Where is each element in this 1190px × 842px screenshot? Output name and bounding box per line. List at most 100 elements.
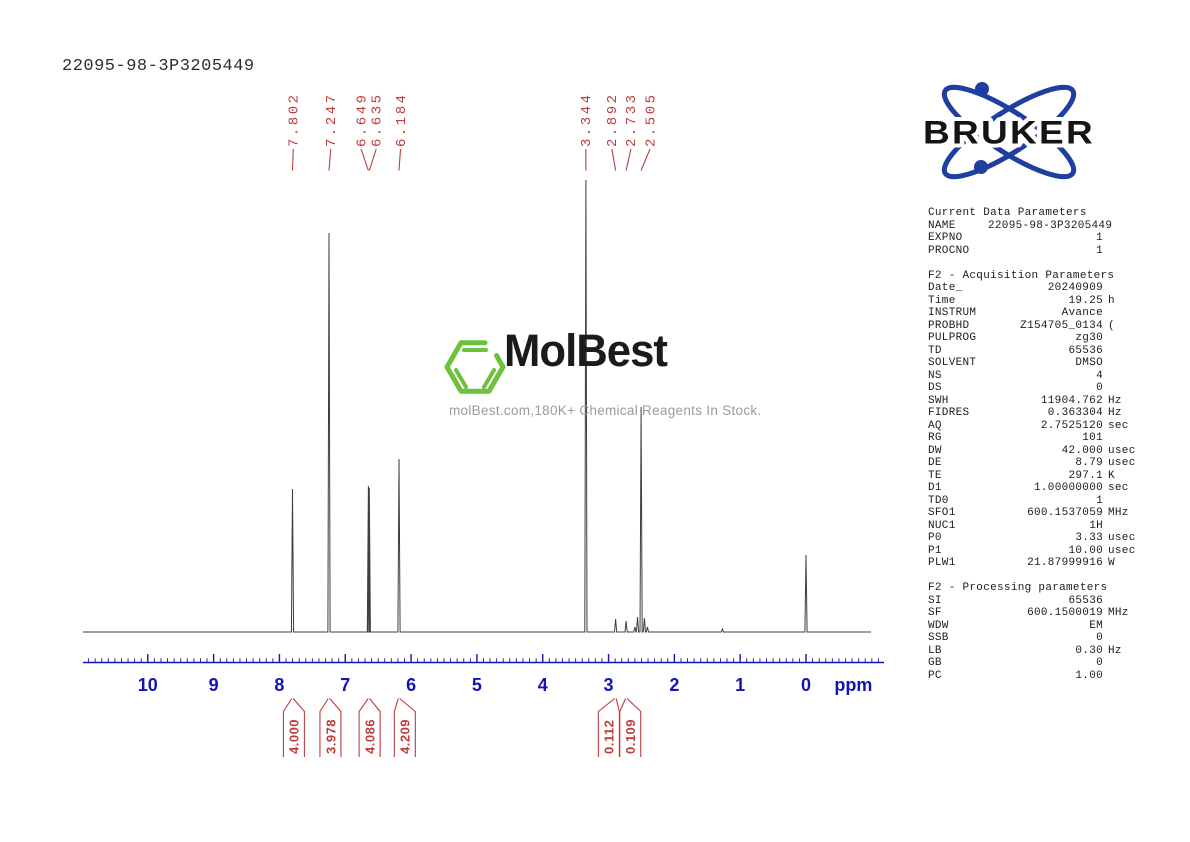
param-unit: W (1108, 557, 1115, 569)
peak-shift-label: 7.247 (324, 92, 340, 147)
param-value: 1.00000000 (1033, 482, 1103, 494)
param-row: DW 42.000 usec (928, 445, 1152, 458)
peak-shift-label: 3.344 (579, 92, 595, 147)
param-row: SWH 11904.762 Hz (928, 395, 1152, 408)
param-section-header: Current Data Parameters (928, 207, 1087, 219)
param-row: DS 0 (928, 382, 1152, 395)
param-unit: K (1108, 469, 1115, 482)
param-unit: MHz (1108, 507, 1129, 519)
param-unit: MHz (1108, 607, 1129, 619)
param-row: Time 19.25 h (928, 295, 1152, 308)
param-value: 0.30 (1075, 644, 1103, 657)
integral-bracket (393, 698, 416, 757)
param-label: INSTRUM (928, 307, 977, 319)
integral-value: 4.000 (287, 719, 302, 754)
peak-shift-label: 2.733 (624, 92, 640, 147)
param-unit: Hz (1108, 394, 1122, 407)
param-value: 65536 (1068, 594, 1103, 607)
param-row: DE 8.79 usec (928, 457, 1152, 470)
param-unit: usec (1108, 457, 1136, 469)
param-unit: ( (1108, 319, 1115, 332)
param-value: 0 (1096, 382, 1103, 394)
peak-shift-label: 7.802 (287, 92, 303, 147)
param-unit (1103, 307, 1152, 320)
param-label: AQ (928, 419, 942, 432)
orbit-dot (974, 160, 988, 174)
param-label: SFO1 (928, 507, 956, 519)
param-unit (1103, 245, 1152, 258)
molbest-watermark: MolBest molBest.com,180K+ Chemical Reage… (443, 325, 773, 428)
integral-value: 4.209 (398, 719, 413, 754)
param-label: DE (928, 457, 942, 469)
param-label: LB (928, 644, 942, 657)
param-row: SOLVENT DMSO (928, 357, 1152, 370)
param-label: PLW1 (928, 557, 956, 569)
integral-bracket (282, 698, 305, 757)
peak-shift-label: 2.505 (643, 92, 659, 147)
peak-shift-label: 6.635 (369, 92, 385, 147)
axis-tick-label: 8 (274, 675, 284, 695)
param-value: EM (1089, 619, 1103, 632)
param-label: TD0 (928, 494, 949, 507)
param-row: WDW EM (928, 620, 1152, 633)
param-row: AQ 2.7525120 sec (928, 420, 1152, 433)
param-label: DS (928, 382, 942, 394)
axis-tick-label: 3 (604, 675, 614, 695)
param-section-header: F2 - Acquisition Parameters (928, 269, 1115, 282)
param-value: 1H (1089, 519, 1103, 532)
param-row: NUC1 1H (928, 520, 1152, 533)
param-label: P0 (928, 532, 942, 544)
param-row: PLW1 21.87999916 W (928, 557, 1152, 570)
param-value: 19.25 (1068, 294, 1103, 307)
param-row: TD 65536 (928, 345, 1152, 358)
peak-pointer-line (611, 148, 617, 171)
integral-bracket (319, 698, 342, 757)
param-unit (1103, 370, 1152, 383)
param-label: SSB (928, 632, 949, 644)
param-unit (1103, 670, 1152, 683)
molbest-wordmark: MolBest (504, 325, 668, 376)
bruker-logo: BRUKER (912, 76, 1107, 188)
param-label: NS (928, 369, 942, 382)
param-label: NAME (928, 219, 956, 232)
sample-title: 22095-98-3P3205449 (62, 57, 255, 76)
param-value: 0.363304 (1047, 407, 1103, 419)
param-value: 11904.762 (1040, 394, 1103, 407)
param-value: 65536 (1068, 344, 1103, 357)
axis-tick-label: 7 (340, 675, 350, 695)
param-row: P1 10.00 usec (928, 545, 1152, 558)
param-row: PROBHD Z154705_0134 ( (928, 320, 1152, 333)
param-unit (1103, 232, 1152, 245)
param-row: FIDRES 0.363304 Hz (928, 407, 1152, 420)
param-label: DW (928, 444, 942, 457)
param-label: Date_ (928, 282, 963, 294)
param-label: PULPROG (928, 332, 977, 344)
peak-pointer-line (625, 148, 632, 171)
param-unit: Hz (1108, 407, 1122, 419)
peak-pointer-line (368, 148, 377, 171)
param-unit (1103, 620, 1152, 633)
param-section-header: F2 - Processing parameters (928, 582, 1108, 594)
peak-shift-label: 6.184 (394, 92, 410, 147)
param-value: 21.87999916 (1027, 557, 1103, 569)
param-unit: h (1108, 294, 1115, 307)
param-label: SOLVENT (928, 357, 977, 369)
param-value: 2.7525120 (1040, 419, 1103, 432)
param-value: zg30 (1075, 332, 1103, 344)
param-value: 101 (1082, 432, 1103, 444)
param-unit (1103, 632, 1152, 645)
param-label: SI (928, 594, 942, 607)
param-value: Avance (1061, 307, 1103, 319)
integral-value: 3.978 (323, 719, 338, 754)
param-label: GB (928, 657, 942, 669)
param-unit (1103, 332, 1152, 345)
param-row: Date_ 20240909 (928, 282, 1152, 295)
param-row: GB 0 (928, 657, 1152, 670)
param-unit: Hz (1108, 644, 1122, 657)
param-row: PROCNO 1 (928, 245, 1152, 258)
param-row: SSB 0 (928, 632, 1152, 645)
parameters-panel: Current Data Parameters NAME 22095-98-3P32… (928, 207, 1152, 682)
integral-value: 0.109 (623, 719, 638, 754)
param-value: 0 (1096, 657, 1103, 669)
